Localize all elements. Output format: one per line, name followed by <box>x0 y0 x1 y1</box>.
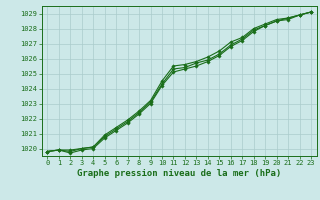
X-axis label: Graphe pression niveau de la mer (hPa): Graphe pression niveau de la mer (hPa) <box>77 169 281 178</box>
